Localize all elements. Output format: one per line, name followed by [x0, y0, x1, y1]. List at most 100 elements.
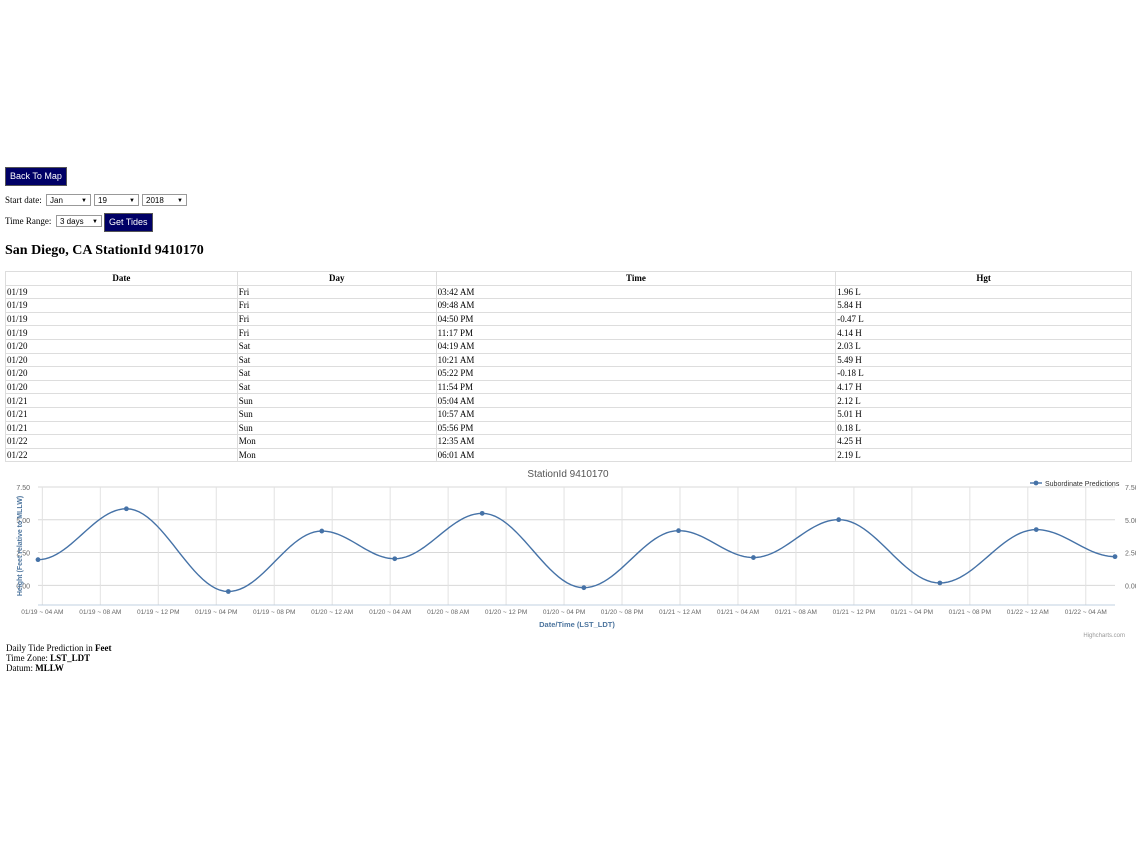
- header-day: Day: [236, 271, 437, 286]
- get-tides-button[interactable]: Get Tides: [104, 213, 153, 232]
- table-row: 01/20 Sat 05:22 PM -0.18 L: [5, 366, 1132, 381]
- x-tick-label: 01/21 ~ 04 AM: [717, 609, 759, 616]
- x-tick-label: 01/20 ~ 12 AM: [311, 609, 353, 616]
- cell-hgt: -0.18 L: [835, 366, 1132, 381]
- cell-day: Sun: [236, 420, 437, 436]
- table-row: 01/20 Sat 04:19 AM 2.03 L: [5, 338, 1132, 354]
- cell-date: 01/20: [5, 379, 238, 395]
- cell-hgt: 4.17 H: [835, 379, 1132, 395]
- cell-date: 01/20: [5, 338, 238, 354]
- chevron-down-icon: ▼: [92, 219, 98, 225]
- table-row: 01/22 Mon 12:35 AM 4.25 H: [5, 434, 1132, 449]
- x-tick-label: 01/19 ~ 12 PM: [137, 609, 179, 616]
- table-row: 01/22 Mon 06:01 AM 2.19 L: [5, 447, 1132, 463]
- cell-day: Sat: [236, 379, 437, 395]
- y-tick-label-left: 2.50: [16, 551, 30, 558]
- month-select[interactable]: Jan ▼: [46, 194, 91, 206]
- cell-hgt: 2.19 L: [835, 447, 1132, 463]
- table-row: 01/19 Fri 04:50 PM -0.47 L: [5, 311, 1132, 327]
- cell-day: Sun: [236, 406, 437, 422]
- x-tick-label: 01/20 ~ 08 PM: [601, 609, 643, 616]
- cell-time: 11:54 PM: [435, 379, 837, 395]
- cell-time: 05:22 PM: [435, 366, 837, 381]
- cell-time: 03:42 AM: [435, 284, 837, 300]
- x-axis-label: Date/Time (LST_LDT): [539, 620, 615, 629]
- year-value: 2018: [146, 196, 164, 205]
- cell-date: 01/19: [5, 298, 238, 313]
- cell-hgt: 0.18 L: [835, 420, 1132, 436]
- data-point: [479, 510, 485, 516]
- cell-time: 04:50 PM: [435, 311, 837, 327]
- table-row: 01/21 Sun 05:04 AM 2.12 L: [5, 393, 1132, 408]
- x-tick-label: 01/21 ~ 12 PM: [833, 609, 875, 616]
- cell-time: 09:48 AM: [435, 298, 837, 313]
- timezone-value: LST_LDT: [50, 653, 91, 663]
- x-tick-label: 01/20 ~ 04 AM: [369, 609, 411, 616]
- data-point: [751, 555, 756, 560]
- cell-hgt: 4.14 H: [835, 325, 1132, 340]
- tide-table: Date Day Time Hgt 01/19 Fri 03:42 AM 1.96 L…: [5, 271, 1132, 463]
- cell-hgt: 2.12 L: [835, 393, 1132, 408]
- cell-day: Fri: [236, 284, 437, 300]
- cell-time: 12:35 AM: [435, 434, 837, 449]
- x-tick-label: 01/19 ~ 08 AM: [79, 609, 121, 616]
- station-title: San Diego, CA StationId 9410170: [5, 243, 204, 258]
- data-point: [676, 528, 681, 534]
- cell-hgt: 5.01 H: [835, 406, 1132, 422]
- cell-hgt: 4.25 H: [835, 434, 1132, 449]
- legend-label: Subordinate Predictions: [1045, 481, 1120, 488]
- cell-time: 10:21 AM: [435, 352, 837, 368]
- y-tick-label-right: 2.50: [1125, 551, 1136, 558]
- x-tick-label: 01/21 ~ 12 AM: [659, 609, 701, 616]
- cell-date: 01/21: [5, 393, 238, 408]
- table-row: 01/20 Sat 11:54 PM 4.17 H: [5, 379, 1132, 395]
- y-axis-label: Height (Feet relative to MLLW): [17, 496, 24, 596]
- x-tick-label: 01/22 ~ 04 AM: [1065, 609, 1107, 616]
- data-point: [836, 517, 842, 523]
- data-point: [1112, 554, 1118, 560]
- x-tick-label: 01/21 ~ 08 AM: [775, 609, 817, 616]
- units-value: Feet: [95, 643, 112, 653]
- time-range-select[interactable]: 3 days ▼: [56, 215, 102, 227]
- cell-hgt: -0.47 L: [835, 311, 1132, 327]
- table-row: 01/19 Fri 03:42 AM 1.96 L: [5, 284, 1132, 300]
- table-header-row: Date Day Time Hgt: [5, 271, 1132, 286]
- cell-time: 04:19 AM: [435, 338, 837, 354]
- table-row: 01/19 Fri 09:48 AM 5.84 H: [5, 298, 1132, 313]
- y-tick-label-left: 7.50: [16, 485, 30, 492]
- cell-hgt: 2.03 L: [835, 338, 1132, 354]
- series-line: [37, 508, 1116, 593]
- table-row: 01/21 Sun 05:56 PM 0.18 L: [5, 420, 1132, 436]
- cell-day: Mon: [236, 447, 437, 463]
- table-row: 01/20 Sat 10:21 AM 5.49 H: [5, 352, 1132, 368]
- x-tick-label: 01/21 ~ 08 PM: [949, 609, 991, 616]
- data-point: [392, 556, 398, 562]
- cell-time: 11:17 PM: [435, 325, 837, 340]
- cell-time: 05:56 PM: [435, 420, 837, 436]
- data-point: [35, 557, 41, 563]
- cell-time: 06:01 AM: [435, 447, 837, 463]
- y-tick-label-right: 5.00: [1125, 518, 1136, 525]
- y-tick-label-right: 0.00: [1125, 583, 1136, 590]
- data-point: [581, 585, 587, 591]
- day-select[interactable]: 19 ▼: [94, 194, 139, 206]
- chart-credits: Highcharts.com: [1083, 633, 1125, 639]
- chevron-down-icon: ▼: [177, 198, 183, 204]
- chevron-down-icon: ▼: [81, 198, 87, 204]
- data-point: [319, 528, 325, 534]
- cell-day: Sat: [236, 352, 437, 368]
- month-value: Jan: [50, 196, 63, 205]
- year-select[interactable]: 2018 ▼: [142, 194, 187, 206]
- cell-date: 01/20: [5, 352, 238, 368]
- x-tick-label: 01/19 ~ 04 AM: [21, 609, 63, 616]
- datum-label: Datum:: [6, 663, 36, 673]
- footer-timezone: Time Zone: LST_LDT: [6, 653, 90, 663]
- y-tick-label-right: 7.50: [1125, 485, 1136, 492]
- x-tick-label: 01/21 ~ 04 PM: [891, 609, 933, 616]
- cell-date: 01/19: [5, 325, 238, 340]
- back-to-map-button[interactable]: Back To Map: [5, 167, 67, 186]
- x-tick-label: 01/19 ~ 04 PM: [195, 609, 237, 616]
- cell-day: Fri: [236, 298, 437, 313]
- legend-marker: [1033, 480, 1039, 486]
- cell-day: Mon: [236, 434, 437, 449]
